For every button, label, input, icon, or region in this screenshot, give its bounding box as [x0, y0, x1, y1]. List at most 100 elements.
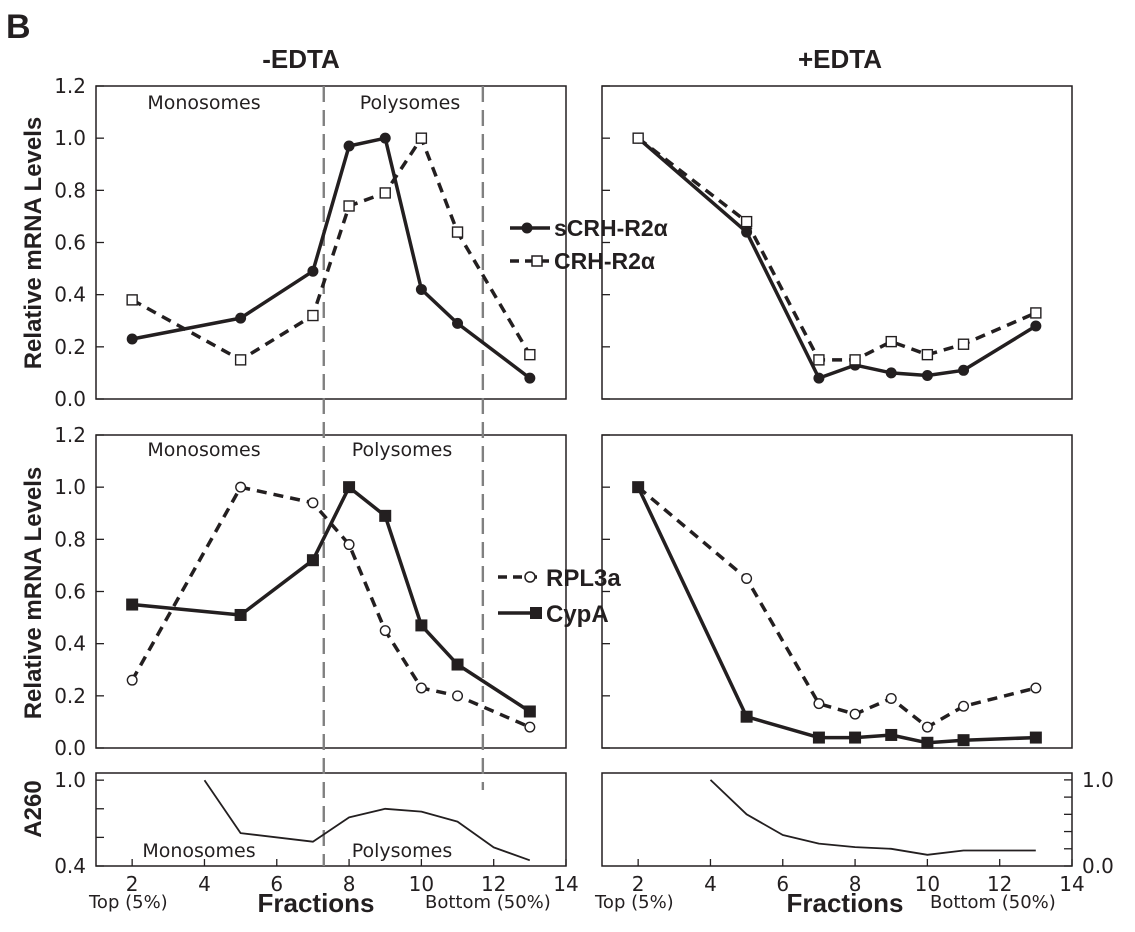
series-layer [126, 132, 1042, 862]
polysomes-label-top: Polysomes [360, 92, 461, 114]
data-point-cypa-mid-right [921, 736, 934, 749]
legend-middle: RPL3a CypA [498, 565, 621, 628]
series-line-a260-bottom-right [709, 779, 1036, 856]
data-point-crh-r2--top-right [957, 338, 970, 350]
y-axis-title-top: Relative mRNA Levels [20, 117, 47, 370]
y-tick-label-top-left: 0.8 [54, 178, 86, 202]
x-note-bottom-left: Bottom (50%) [425, 892, 551, 913]
data-point-crh-r2--top-right [921, 348, 934, 361]
left-column-title: -EDTA [262, 44, 340, 74]
legend-marker-scrh [521, 222, 533, 234]
monosomes-label-middle: Monosomes [147, 439, 260, 461]
data-point-cypa-mid-left [451, 658, 464, 671]
data-point-cypa-mid-right [1029, 731, 1042, 744]
data-point-crh-r2--top-left [307, 309, 319, 322]
data-point-crh-r2--top-left [343, 200, 355, 212]
legend-marker-rpl3a [524, 571, 536, 583]
data-point-cypa-mid-right [632, 481, 645, 494]
data-point-scrh-r2--top-right [813, 372, 825, 384]
plot-frame-top-right [601, 85, 1073, 400]
x-tick-label-bottom-left: 8 [343, 872, 356, 896]
x-note-top-right: Top (5%) [594, 892, 674, 913]
legend-label-rpl3a: RPL3a [546, 565, 621, 592]
y-axis-title-middle: Relative mRNA Levels [20, 467, 47, 720]
polysomes-label-bottom: Polysomes [352, 840, 453, 862]
y-tick-label-mid-left: 0.0 [54, 736, 86, 760]
data-point-scrh-r2--top-left [307, 265, 319, 277]
axes-layer: 0.0 0.2 0.4 0.6 0.8 1.0 1.2 0.0 0.2 0.4 0.6 0.8 1.0 1… [54, 74, 1114, 896]
x-tick-label-bottom-left: 2 [126, 872, 139, 896]
data-point-crh-r2--top-left [451, 226, 464, 238]
data-point-rpl3a-mid-left [415, 682, 427, 694]
right-column-title: +EDTA [798, 44, 882, 74]
data-point-rpl3a-mid-right [921, 721, 933, 733]
x-tick-label-bottom-left: 14 [553, 872, 578, 896]
series-line-scrh-r2--top-left [131, 136, 531, 380]
data-point-cypa-mid-right [740, 710, 753, 723]
data-point-crh-r2--top-left [524, 348, 536, 361]
data-point-crh-r2--top-left [415, 132, 428, 144]
data-point-scrh-r2--top-right [921, 370, 933, 382]
legend-label-crh: CRH-R2α [554, 248, 655, 274]
plot-frame-bottom-right [601, 772, 1073, 867]
data-point-crh-r2--top-left [126, 294, 138, 306]
data-point-cypa-mid-left [523, 705, 536, 718]
data-point-scrh-r2--top-left [452, 317, 464, 329]
y-tick-label-bottom-left: 1.0 [54, 768, 86, 792]
y-tick-label-bottom-left: 0.4 [54, 854, 86, 878]
y-tick-label-top-left: 0.4 [54, 283, 86, 307]
data-point-scrh-r2--top-right [958, 364, 970, 376]
data-point-rpl3a-mid-left [126, 674, 138, 686]
data-point-cypa-mid-right [812, 731, 825, 744]
y-tick-label-mid-left: 1.0 [54, 475, 86, 499]
data-point-crh-r2--top-right [813, 354, 825, 366]
monosomes-label-top: Monosomes [147, 92, 260, 114]
plot-frame-mid-right [601, 434, 1073, 749]
data-point-cypa-mid-right [849, 731, 862, 744]
data-point-crh-r2--top-right [740, 215, 753, 228]
legend-top: sCRH-R2α CRH-R2α [510, 215, 668, 274]
y-axis-title-bottom: A260 [20, 780, 47, 837]
data-point-cypa-mid-right [957, 734, 970, 747]
x-axis-title-right: Fractions [786, 888, 903, 918]
y-tick-label-mid-left: 0.8 [54, 527, 86, 551]
series-line-cypa-mid-left [132, 485, 531, 713]
data-point-crh-r2--top-right [849, 354, 861, 366]
plot-frame-bottom-left [95, 772, 567, 867]
data-point-crh-r2--top-right [632, 132, 644, 144]
y-tick-label-mid-left: 1.2 [54, 423, 86, 447]
x-tick-label-bottom-right: 8 [849, 872, 862, 896]
fraction-dividers [322, 86, 485, 866]
x-tick-label-bottom-left: 12 [481, 872, 506, 896]
data-point-rpl3a-mid-right [849, 708, 861, 720]
legend-marker-crh [531, 255, 543, 267]
x-tick-label-bottom-right: 2 [632, 872, 645, 896]
x-axis-title-left: Fractions [257, 888, 374, 918]
data-point-crh-r2--top-left [379, 187, 391, 199]
series-line-rpl3a-mid-right [637, 485, 1037, 729]
series-line-cypa-mid-right [636, 486, 1036, 745]
data-point-rpl3a-mid-left [307, 497, 319, 509]
data-point-scrh-r2--top-left [415, 283, 427, 295]
data-point-cypa-mid-left [306, 554, 319, 567]
data-point-rpl3a-mid-left [452, 690, 464, 702]
x-tick-label-bottom-right: 6 [776, 872, 789, 896]
data-point-crh-r2--top-right [1030, 307, 1042, 319]
series-line-rpl3a-mid-left [130, 485, 531, 729]
x-tick-label-bottom-right: 14 [1059, 872, 1084, 896]
y-tick-label-top-left: 0.6 [54, 231, 86, 255]
data-point-scrh-r2--top-left [235, 312, 247, 324]
data-point-rpl3a-mid-right [741, 572, 753, 584]
legend-marker-cypa [530, 607, 542, 619]
data-point-scrh-r2--top-left [126, 333, 138, 345]
data-point-rpl3a-mid-left [343, 539, 355, 551]
y-tick-label-top-left: 1.2 [54, 74, 86, 98]
y-tick-label-bottom-right: 0.0 [1082, 854, 1114, 878]
data-point-scrh-r2--top-left [343, 140, 355, 152]
data-point-rpl3a-mid-right [1030, 682, 1042, 694]
data-point-rpl3a-mid-left [235, 481, 247, 493]
data-point-scrh-r2--top-left [524, 372, 536, 384]
series-line-a260-bottom-left [203, 779, 531, 862]
data-point-scrh-r2--top-right [885, 367, 897, 379]
x-tick-label-bottom-left: 4 [198, 872, 211, 896]
